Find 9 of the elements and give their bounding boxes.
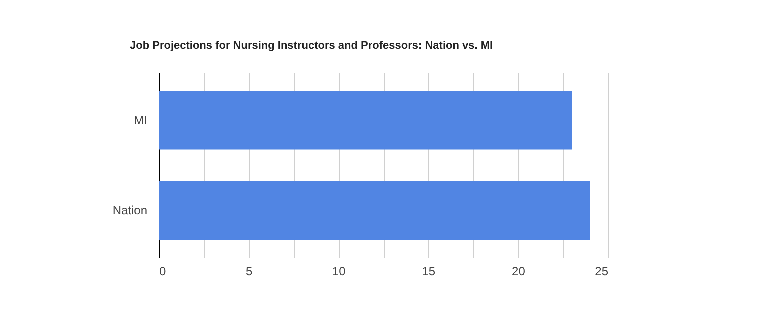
chart-title: Job Projections for Nursing Instructors and Professors: Nation vs. MI bbox=[130, 40, 494, 52]
y-tick-label: Nation bbox=[112, 204, 148, 218]
x-tick-label: 15 bbox=[422, 264, 436, 278]
x-tick-label: 5 bbox=[246, 264, 253, 278]
x-tick-label: 0 bbox=[160, 264, 166, 278]
x-tick-label: 10 bbox=[332, 264, 346, 278]
x-tick-label: 25 bbox=[595, 264, 609, 278]
y-tick-label: MI bbox=[134, 113, 148, 128]
x-tick-label: 20 bbox=[512, 264, 526, 278]
